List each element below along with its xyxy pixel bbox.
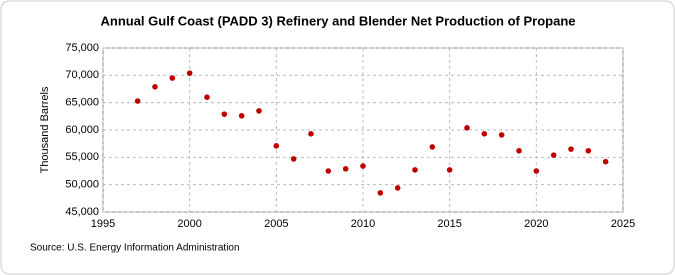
data-point xyxy=(273,143,280,149)
data-point xyxy=(290,156,297,162)
data-point xyxy=(446,167,453,173)
data-point xyxy=(169,75,176,81)
data-point xyxy=(481,131,488,137)
data-point xyxy=(429,144,436,150)
data-point xyxy=(342,166,349,172)
data-point xyxy=(325,168,332,174)
data-point xyxy=(238,112,245,119)
y-tick-label: 45,000 xyxy=(65,206,99,218)
x-tick-label: 2015 xyxy=(437,218,461,230)
x-tick-label: 2000 xyxy=(177,218,201,230)
data-point xyxy=(204,94,210,100)
y-axis-label: Thousand Barrels xyxy=(39,86,51,173)
data-point xyxy=(394,185,401,191)
chart-title: Annual Gulf Coast (PADD 3) Refinery and … xyxy=(100,13,575,28)
y-tick-label: 55,000 xyxy=(65,151,99,163)
x-tick-label: 2005 xyxy=(264,218,288,230)
y-tick-label: 65,000 xyxy=(65,97,99,109)
x-tick-label: 2025 xyxy=(611,218,635,230)
data-point xyxy=(377,190,384,196)
x-tick-label: 2010 xyxy=(351,218,375,230)
data-point xyxy=(360,163,366,169)
data-point xyxy=(602,158,609,165)
y-tick-label: 75,000 xyxy=(65,42,99,54)
x-tick-label: 1995 xyxy=(91,218,115,230)
data-point xyxy=(256,108,262,114)
data-point xyxy=(516,147,522,154)
data-point xyxy=(308,131,314,137)
data-point xyxy=(186,70,193,76)
data-point xyxy=(585,147,592,154)
x-tick-label: 2020 xyxy=(524,218,548,230)
data-point xyxy=(412,167,418,173)
data-point xyxy=(152,84,158,90)
data-point xyxy=(533,168,540,174)
data-point xyxy=(221,111,228,117)
y-tick-label: 50,000 xyxy=(65,179,99,191)
y-tick-label: 60,000 xyxy=(65,124,99,136)
y-tick-label: 70,000 xyxy=(65,69,99,81)
source-note: Source: U.S. Energy Information Administ… xyxy=(30,243,240,254)
data-point xyxy=(550,152,557,158)
data-point xyxy=(498,132,505,138)
data-point xyxy=(134,98,141,104)
data-point xyxy=(464,125,470,131)
data-point xyxy=(568,146,574,152)
